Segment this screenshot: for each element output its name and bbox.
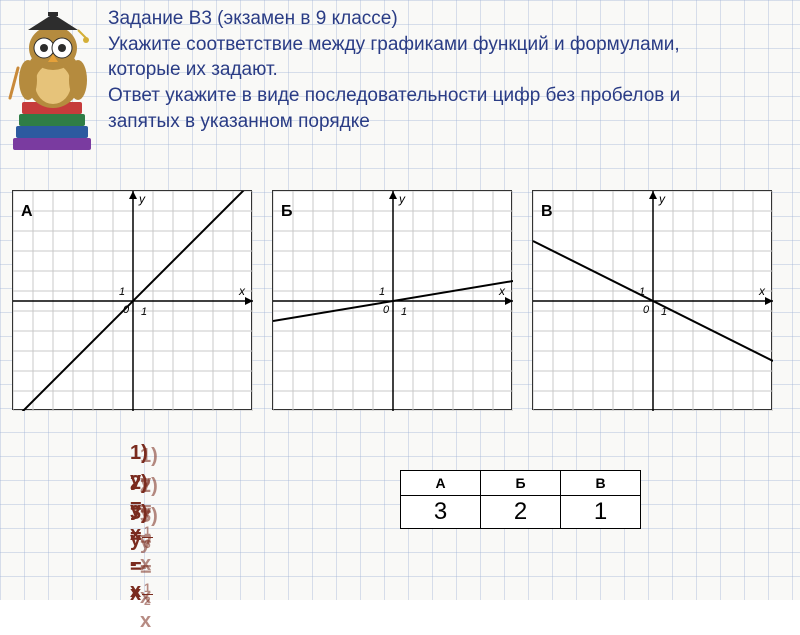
svg-text:1: 1 xyxy=(379,286,385,298)
chart-А: А110yx xyxy=(12,190,252,410)
svg-text:1: 1 xyxy=(401,306,407,318)
answer-value-v: 1 xyxy=(561,496,641,529)
task-line1: Укажите соответствие между графиками фун… xyxy=(108,32,748,83)
svg-text:x: x xyxy=(238,284,246,298)
svg-text:1: 1 xyxy=(119,286,125,298)
chart-В: В110yx xyxy=(532,190,772,410)
svg-text:1: 1 xyxy=(141,306,147,318)
chart-label: В xyxy=(541,203,553,221)
task-title: Задание В3 (экзамен в 9 классе) xyxy=(108,6,748,32)
answer-header-row: А Б В xyxy=(401,471,641,496)
charts-row: А110yxБ110yxВ110yx xyxy=(12,190,772,410)
answer-value-row: 3 2 1 xyxy=(401,496,641,529)
svg-text:y: y xyxy=(138,192,146,206)
svg-text:x: x xyxy=(498,284,506,298)
svg-text:x: x xyxy=(758,284,766,298)
chart-label: А xyxy=(21,203,33,221)
owl-illustration xyxy=(8,8,103,168)
answer-header-a: А xyxy=(401,471,481,496)
svg-text:y: y xyxy=(398,192,406,206)
answer-value-b: 2 xyxy=(481,496,561,529)
answer-header-b: Б xyxy=(481,471,561,496)
formula-3-main: 3) y = x xyxy=(130,500,148,608)
chart-svg: 110yx xyxy=(13,191,253,411)
answer-table: А Б В 3 2 1 xyxy=(400,470,641,529)
chart-svg: 110yx xyxy=(533,191,773,411)
chart-label: Б xyxy=(281,203,293,221)
formula-2-shadow-post: x xyxy=(140,610,151,632)
answer-header-v: В xyxy=(561,471,641,496)
svg-text:y: y xyxy=(658,192,666,206)
svg-text:0: 0 xyxy=(643,304,650,316)
answer-value-a: 3 xyxy=(401,496,481,529)
chart-svg: 110yx xyxy=(273,191,513,411)
svg-text:0: 0 xyxy=(383,304,390,316)
task-text: Задание В3 (экзамен в 9 классе) Укажите … xyxy=(108,6,748,134)
task-line2: Ответ укажите в виде последовательности … xyxy=(108,83,748,134)
chart-Б: Б110yx xyxy=(272,190,512,410)
